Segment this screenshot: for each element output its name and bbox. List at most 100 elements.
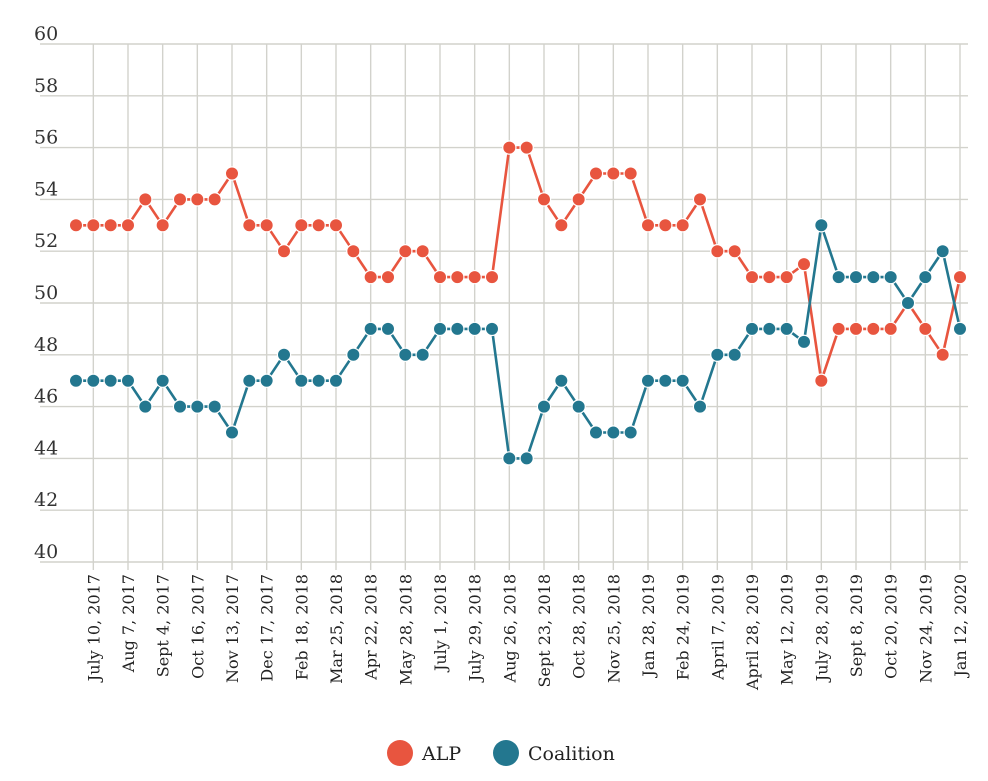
- data-point-coalition: [432, 321, 448, 337]
- data-point-alp: [571, 192, 586, 207]
- x-tick-label: May 28, 2018: [396, 574, 415, 685]
- data-point-coalition: [346, 347, 361, 362]
- data-point-alp: [415, 243, 430, 259]
- y-tick-label: 54: [34, 178, 58, 200]
- legend-label-alp: ALP: [421, 743, 461, 765]
- data-point-coalition: [242, 373, 257, 388]
- y-tick-label: 40: [34, 541, 58, 563]
- data-point-alp: [502, 140, 517, 155]
- x-tick-label: Feb 24, 2019: [674, 574, 693, 680]
- data-point-coalition: [900, 295, 916, 311]
- y-tick-label: 56: [34, 127, 58, 149]
- data-point-alp: [155, 218, 170, 233]
- x-tick-label: July 29, 2018: [466, 574, 485, 683]
- data-point-coalition: [155, 373, 170, 388]
- data-point-coalition: [588, 425, 604, 440]
- data-point-coalition: [866, 269, 881, 285]
- data-point-alp: [276, 243, 292, 259]
- data-point-alp: [952, 269, 968, 285]
- data-point-alp: [675, 218, 690, 233]
- data-point-alp: [866, 321, 881, 337]
- data-point-coalition: [103, 373, 118, 388]
- data-point-coalition: [276, 347, 292, 362]
- data-point-alp: [450, 269, 465, 285]
- data-point-alp: [640, 218, 656, 233]
- data-point-alp: [294, 218, 309, 233]
- data-point-coalition: [502, 451, 517, 466]
- y-tick-label: 44: [34, 437, 58, 459]
- x-tick-label: Jan 28, 2019: [639, 574, 658, 679]
- y-tick-label: 52: [34, 230, 58, 252]
- data-point-coalition: [658, 373, 673, 388]
- x-tick-label: July 28, 2019: [812, 574, 831, 683]
- data-point-coalition: [727, 347, 742, 362]
- data-point-coalition: [328, 373, 344, 388]
- data-point-coalition: [120, 373, 136, 388]
- data-point-alp: [86, 218, 101, 233]
- data-point-alp: [762, 269, 777, 285]
- series-line-alp: [76, 146, 962, 383]
- data-point-coalition: [207, 399, 222, 414]
- y-axis: 40 42 44 46 48 50 52 54 56 58 60: [34, 23, 58, 563]
- data-point-coalition: [710, 347, 725, 362]
- x-tick-label: Oct 16, 2017: [188, 574, 207, 679]
- data-point-coalition: [935, 243, 950, 259]
- data-point-alp: [190, 192, 205, 207]
- data-point-coalition: [571, 399, 586, 414]
- data-point-alp: [380, 269, 396, 285]
- data-point-alp: [346, 243, 361, 259]
- x-tick-label: Nov 24, 2019: [916, 574, 935, 683]
- data-point-alp: [242, 218, 257, 233]
- data-point-coalition: [744, 321, 760, 337]
- data-point-alp: [554, 218, 569, 233]
- x-tick-label: April 28, 2019: [743, 574, 762, 691]
- data-point-coalition: [536, 399, 552, 414]
- x-tick-label: Sept 8, 2019: [847, 574, 866, 677]
- x-tick-label: Mar 25, 2018: [327, 574, 346, 684]
- data-point-alp: [744, 269, 760, 285]
- data-point-coalition: [138, 399, 153, 414]
- x-tick-label: Dec 17, 2017: [258, 574, 277, 682]
- data-point-alp: [138, 192, 153, 207]
- data-point-coalition: [814, 218, 829, 233]
- x-tick-label: Sept 23, 2018: [535, 574, 554, 687]
- data-point-coalition: [692, 399, 708, 414]
- data-point-coalition: [484, 321, 500, 337]
- y-tick-label: 60: [34, 23, 58, 45]
- data-point-alp: [467, 269, 482, 285]
- data-point-coalition: [831, 269, 846, 285]
- data-point-alp: [727, 243, 742, 259]
- data-point-alp: [606, 166, 621, 181]
- data-point-coalition: [952, 321, 968, 337]
- data-point-alp: [588, 166, 604, 181]
- legend-swatch-alp: [387, 740, 413, 766]
- data-point-alp: [623, 166, 638, 181]
- x-tick-label: Oct 20, 2019: [882, 574, 901, 679]
- legend: ALP Coalition: [387, 740, 615, 766]
- data-point-alp: [224, 166, 240, 181]
- data-point-alp: [311, 218, 326, 233]
- data-point-alp: [779, 269, 794, 285]
- grid-lines: [40, 43, 968, 570]
- data-point-coalition: [224, 425, 240, 440]
- data-point-alp: [207, 192, 222, 207]
- data-point-alp: [658, 218, 673, 233]
- data-point-coalition: [467, 321, 482, 337]
- data-point-coalition: [450, 321, 465, 337]
- data-point-alp: [259, 218, 274, 233]
- x-tick-label: May 12, 2019: [778, 574, 797, 685]
- data-point-coalition: [380, 321, 396, 337]
- data-point-alp: [848, 321, 864, 337]
- legend-label-coalition: Coalition: [528, 743, 615, 765]
- x-tick-label: April 7, 2019: [708, 574, 727, 681]
- x-tick-label: July 1, 2018: [431, 574, 450, 673]
- data-point-alp: [935, 347, 950, 362]
- data-point-alp: [918, 321, 933, 337]
- data-point-coalition: [294, 373, 309, 388]
- data-point-coalition: [796, 334, 812, 350]
- x-tick-label: Sept 4, 2017: [154, 574, 173, 677]
- data-point-coalition: [259, 373, 274, 388]
- y-tick-label: 58: [34, 75, 58, 97]
- x-tick-label: July 10, 2017: [84, 574, 103, 683]
- data-point-alp: [831, 321, 846, 337]
